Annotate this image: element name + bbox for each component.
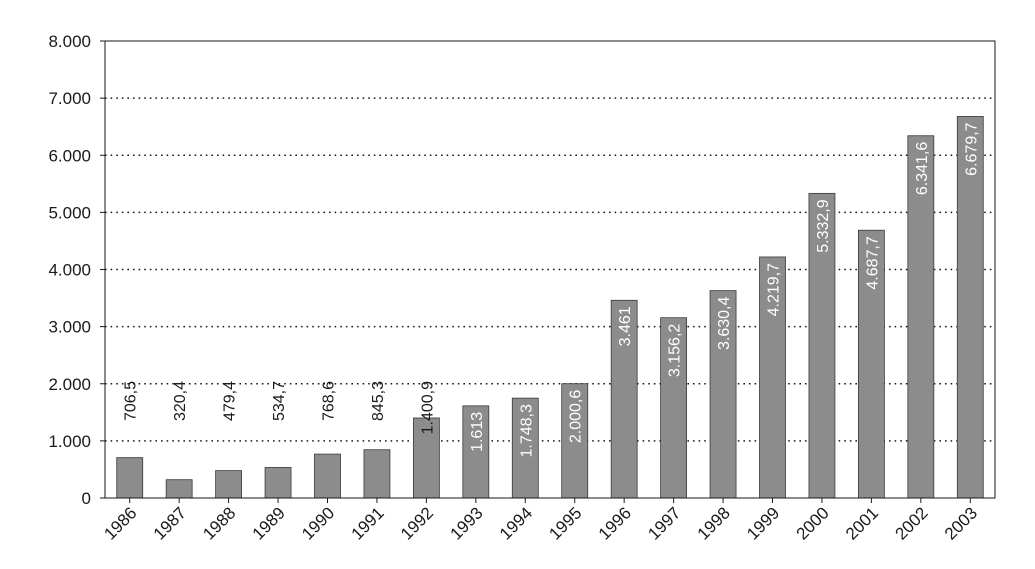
data-label-1992: 1.400,9 bbox=[419, 381, 436, 434]
data-label-1990: 768,6 bbox=[321, 381, 338, 421]
bar-1986 bbox=[116, 457, 144, 499]
data-label-1994: 1.748,3 bbox=[518, 404, 535, 457]
x-tick-label: 1992 bbox=[397, 503, 437, 543]
bar-1997 bbox=[660, 317, 688, 499]
bar-1993 bbox=[462, 405, 490, 499]
bars bbox=[116, 116, 984, 499]
data-label-1989: 534,7 bbox=[271, 381, 288, 421]
bar-1989 bbox=[264, 467, 292, 499]
data-label-1999: 4.219,7 bbox=[766, 263, 783, 316]
x-tick-label: 2003 bbox=[941, 503, 981, 543]
bar-2001 bbox=[857, 229, 885, 499]
data-label-1988: 479,4 bbox=[222, 381, 239, 421]
y-tick-label: 0 bbox=[82, 489, 91, 508]
x-tick-label: 1998 bbox=[694, 503, 734, 543]
x-tick-label: 1993 bbox=[446, 503, 486, 543]
bar-1992 bbox=[412, 417, 440, 499]
bar-1995 bbox=[561, 383, 589, 499]
y-tick-label: 7.000 bbox=[48, 89, 91, 108]
x-tick-label: 2002 bbox=[891, 503, 931, 543]
data-label-1997: 3.156,2 bbox=[667, 324, 684, 377]
x-tick-label: 1987 bbox=[150, 503, 190, 543]
data-label-1986: 706,5 bbox=[123, 381, 140, 421]
y-axis: 0 1.000 2.000 3.000 4.000 5.000 6.000 7.000 8.00… bbox=[48, 32, 105, 508]
x-tick-label: 1996 bbox=[595, 503, 635, 543]
bar-1990 bbox=[314, 453, 341, 499]
bar-1988 bbox=[215, 470, 243, 499]
data-label-2003: 6.679,7 bbox=[963, 122, 980, 175]
bar-1999 bbox=[759, 256, 786, 499]
plot-frame bbox=[104, 40, 996, 499]
data-label-1987: 320,4 bbox=[172, 381, 189, 421]
x-tick-label: 2000 bbox=[793, 503, 833, 543]
data-label-1991: 845,3 bbox=[370, 381, 387, 421]
x-tick-label: 2001 bbox=[842, 503, 882, 543]
data-label-1998: 3.630,4 bbox=[716, 297, 733, 350]
y-tick-label: 3.000 bbox=[48, 318, 91, 337]
x-tick-label: 1990 bbox=[298, 503, 338, 543]
y-tick-label: 4.000 bbox=[48, 261, 91, 280]
data-label-2002: 6.341,6 bbox=[914, 142, 931, 195]
x-tick-label: 1986 bbox=[100, 503, 140, 543]
x-tick-label: 1995 bbox=[545, 503, 585, 543]
x-tick-label: 1999 bbox=[743, 503, 783, 543]
data-label-1993: 1.613 bbox=[469, 412, 486, 452]
x-axis: 1986 1987 1988 1989 1990 1991 1992 1993 1994 1995… bbox=[100, 498, 981, 544]
y-tick-label: 2.000 bbox=[48, 375, 91, 394]
data-label-2000: 5.332,9 bbox=[815, 199, 832, 252]
bar-2002 bbox=[907, 135, 935, 499]
y-tick-label: 5.000 bbox=[48, 203, 91, 222]
data-labels: 706,5 320,4 479,4 534,7 768,6 845,3 1.400,9 1.6… bbox=[123, 122, 981, 457]
x-tick-label: 1997 bbox=[644, 503, 684, 543]
y-tick-label: 6.000 bbox=[48, 146, 91, 165]
y-tick-label: 1.000 bbox=[48, 432, 91, 451]
y-tick-label: 8.000 bbox=[48, 32, 91, 51]
bar-1994 bbox=[511, 397, 539, 499]
bar-2003 bbox=[956, 116, 984, 499]
bar-1991 bbox=[363, 449, 391, 499]
x-tick-label: 1994 bbox=[496, 503, 536, 543]
x-tick-label: 1991 bbox=[348, 503, 388, 543]
x-tick-label: 1988 bbox=[199, 503, 239, 543]
data-label-2001: 4.687,7 bbox=[864, 236, 881, 289]
data-label-1996: 3.461 bbox=[617, 306, 634, 346]
data-label-1995: 2.000,6 bbox=[568, 390, 585, 443]
bar-1987 bbox=[165, 479, 193, 499]
x-tick-label: 1989 bbox=[249, 503, 289, 543]
